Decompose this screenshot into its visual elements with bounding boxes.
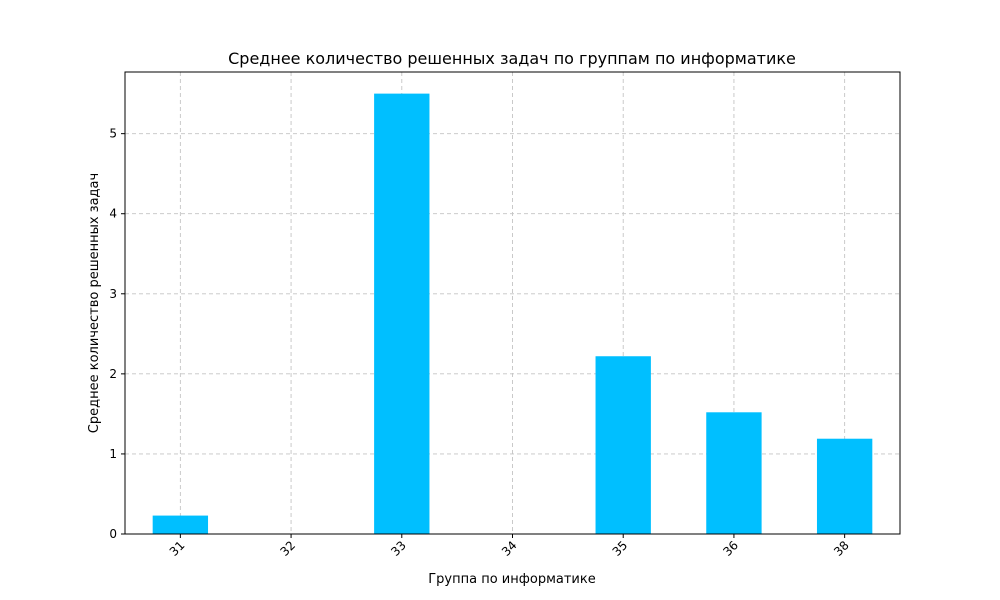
y-tick-label: 2: [109, 367, 117, 381]
y-tick-label: 5: [109, 127, 117, 141]
y-tick-label: 1: [109, 447, 117, 461]
x-tick-label: 34: [499, 538, 520, 559]
x-axis-label: Группа по информатике: [428, 572, 595, 587]
bar-38: [816, 438, 873, 534]
chart-title: Среднее количество решенных задач по гру…: [228, 49, 796, 68]
x-axis-ticks: 31 32 33 34 35 36 38: [167, 534, 852, 559]
bars: [152, 93, 873, 535]
bar-36: [706, 412, 762, 534]
y-tick-label: 3: [109, 287, 117, 301]
grid-lines: [125, 72, 900, 535]
y-tick-label: 4: [109, 207, 117, 221]
y-tick-label: 0: [109, 527, 117, 541]
x-tick-label: 31: [167, 538, 188, 559]
x-tick-label: 32: [277, 538, 298, 559]
y-axis-ticks: 0 1 2 3 4 5: [109, 127, 125, 541]
bar-35: [595, 356, 651, 534]
bar-31: [152, 515, 209, 534]
x-tick-label: 36: [720, 538, 741, 559]
bar-33: [374, 93, 430, 535]
x-tick-label: 35: [610, 538, 631, 559]
x-tick-label: 33: [388, 538, 409, 559]
x-tick-label: 38: [831, 538, 852, 559]
y-axis-label: Среднее количество решенных задач: [87, 173, 102, 433]
